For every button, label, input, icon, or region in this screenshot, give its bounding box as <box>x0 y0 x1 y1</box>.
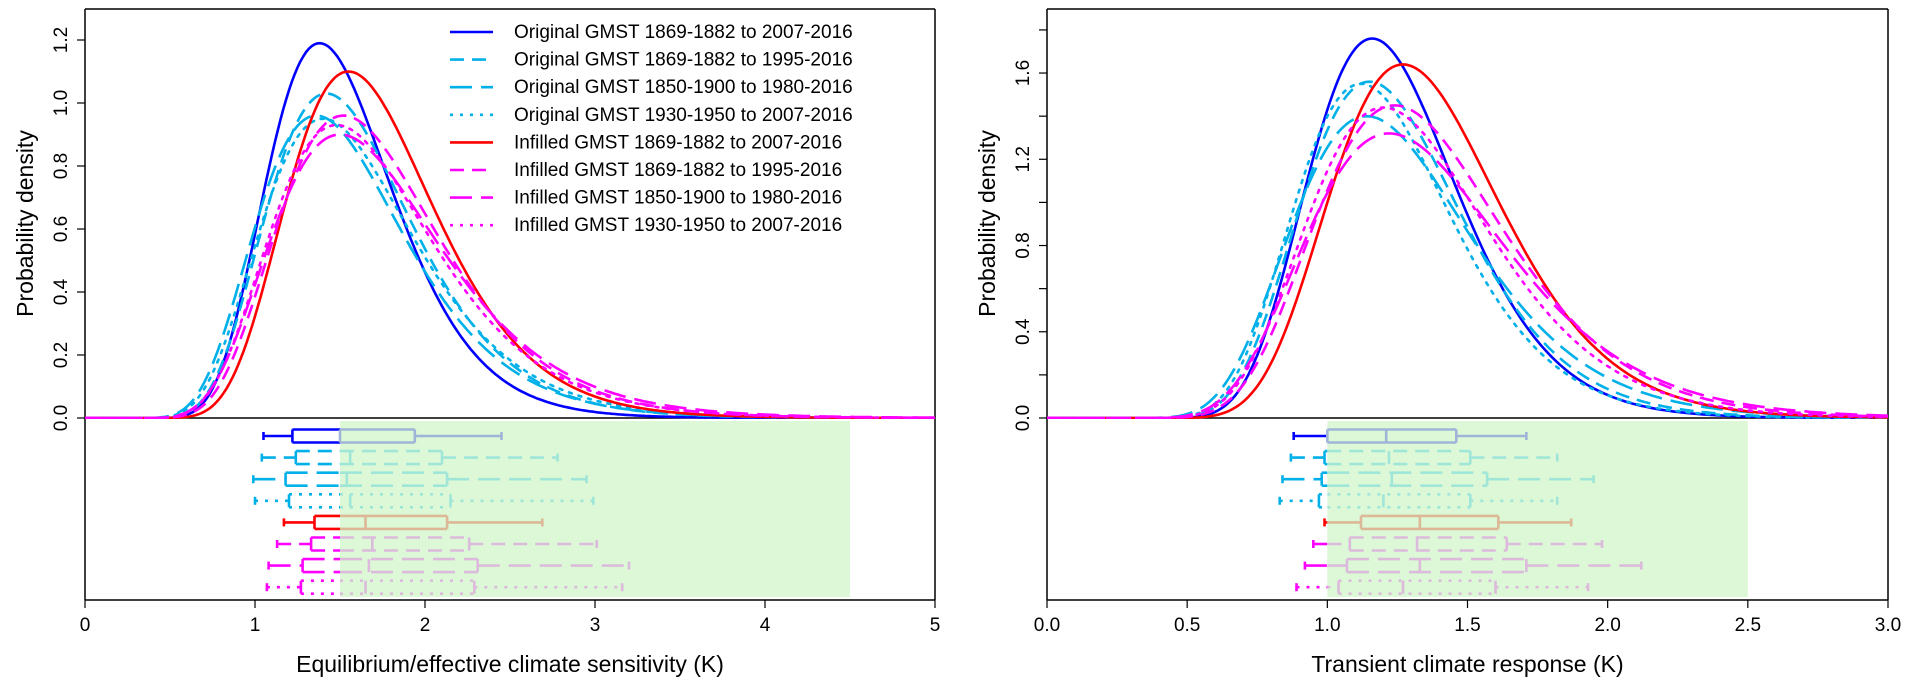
boxplot-5 <box>282 514 544 531</box>
legend-label-2: Original GMST 1869-1882 to 1995-2016 <box>514 50 853 71</box>
density-curve-7 <box>1047 132 1888 419</box>
y-tick-label: 1.2 <box>1013 146 1034 172</box>
density-curve-3 <box>1047 114 1888 419</box>
y-tick-label: 0.0 <box>1013 405 1034 431</box>
density-curve-8 <box>85 123 935 419</box>
y-tick-label: 0.8 <box>1013 232 1034 258</box>
y-tick-label: 1.2 <box>51 27 72 53</box>
x-tick-label: 1.5 <box>1454 615 1480 636</box>
likely-range-shading <box>340 421 850 597</box>
density-curve-5 <box>1047 63 1888 419</box>
boxplot-7 <box>1303 557 1643 574</box>
y-tick-label: 0.4 <box>1013 318 1034 345</box>
boxplot-6 <box>275 536 599 552</box>
x-tick-label: 1 <box>250 615 261 636</box>
density-curve-4 <box>1047 82 1888 419</box>
panel-right-tcr: 0.0 0.4 0.8 1.2 1.6 0.0 0.5 1.0 1.5 2.0 2.5 3.0 Tran… <box>974 8 1901 677</box>
x-tick-label: 4 <box>760 615 771 636</box>
boxplot-6 <box>1312 536 1604 552</box>
legend-label-8: Infilled GMST 1930-1950 to 2007-2016 <box>514 215 842 236</box>
legend: Original GMST 1869-1882 to 2007-2016 Orig… <box>450 22 853 236</box>
y-tick-label: 1.6 <box>1013 60 1034 86</box>
boxplot-1 <box>1292 428 1528 444</box>
y-tick-label: 1.0 <box>51 90 72 116</box>
x-tick-label: 0.5 <box>1174 615 1200 636</box>
likely-range-shading <box>1327 421 1748 597</box>
boxplot-7 <box>267 557 631 574</box>
density-curves <box>1047 37 1888 419</box>
y-tick-label: 0.4 <box>51 278 72 305</box>
density-curves <box>85 41 935 419</box>
boxplot-2 <box>1289 449 1559 466</box>
panel-left-ecs: 0.0 0.2 0.4 0.6 0.8 1.0 1.2 0 1 2 3 4 5 Equilibrium/e… <box>12 8 941 677</box>
y-tick-label: 0.2 <box>51 342 72 368</box>
legend-label-6: Infilled GMST 1869-1882 to 1995-2016 <box>514 160 842 181</box>
x-axis-title: Transient climate response (K) <box>1311 651 1623 677</box>
boxplot-2 <box>260 449 559 466</box>
y-tick-label: 0.8 <box>51 153 72 179</box>
boxplot-8 <box>1295 579 1590 596</box>
y-axis-title: Probability density <box>12 130 38 317</box>
legend-label-4: Original GMST 1930-1950 to 2007-2016 <box>514 105 853 126</box>
density-curve-1 <box>1047 37 1888 419</box>
boxplot-1 <box>262 428 503 444</box>
y-axis-title: Probability density <box>974 130 1000 317</box>
x-tick-label: 1.0 <box>1314 615 1340 636</box>
legend-label-7: Infilled GMST 1850-1900 to 1980-2016 <box>514 188 842 209</box>
x-tick-label: 2.5 <box>1735 615 1761 636</box>
x-axis-title: Equilibrium/effective climate sensitivit… <box>296 651 724 677</box>
x-tick-label: 2.0 <box>1594 615 1620 636</box>
legend-label-3: Original GMST 1850-1900 to 1980-2016 <box>514 77 853 98</box>
boxplot-8 <box>265 579 624 596</box>
boxplot-3 <box>252 471 588 488</box>
x-tick-label: 0 <box>80 615 91 636</box>
boxplot-4 <box>1278 492 1559 509</box>
x-tick-label: 0.0 <box>1034 615 1060 636</box>
y-tick-label: 0.6 <box>51 216 72 242</box>
boxplot-3 <box>1281 471 1595 488</box>
legend-label-5: Infilled GMST 1869-1882 to 2007-2016 <box>514 132 842 153</box>
boxplot-4 <box>253 492 595 509</box>
legend-label-1: Original GMST 1869-1882 to 2007-2016 <box>514 22 853 43</box>
x-tick-label: 2 <box>420 615 431 636</box>
x-tick-label: 3.0 <box>1875 615 1901 636</box>
x-tick-label: 5 <box>930 615 941 636</box>
x-tick-label: 3 <box>590 615 601 636</box>
density-curve-4 <box>85 117 935 419</box>
density-curve-3 <box>85 114 935 419</box>
y-tick-label: 0.0 <box>51 405 72 431</box>
density-curve-8 <box>1047 106 1888 419</box>
density-curve-6 <box>1047 104 1888 419</box>
boxplot-5 <box>1323 514 1573 531</box>
